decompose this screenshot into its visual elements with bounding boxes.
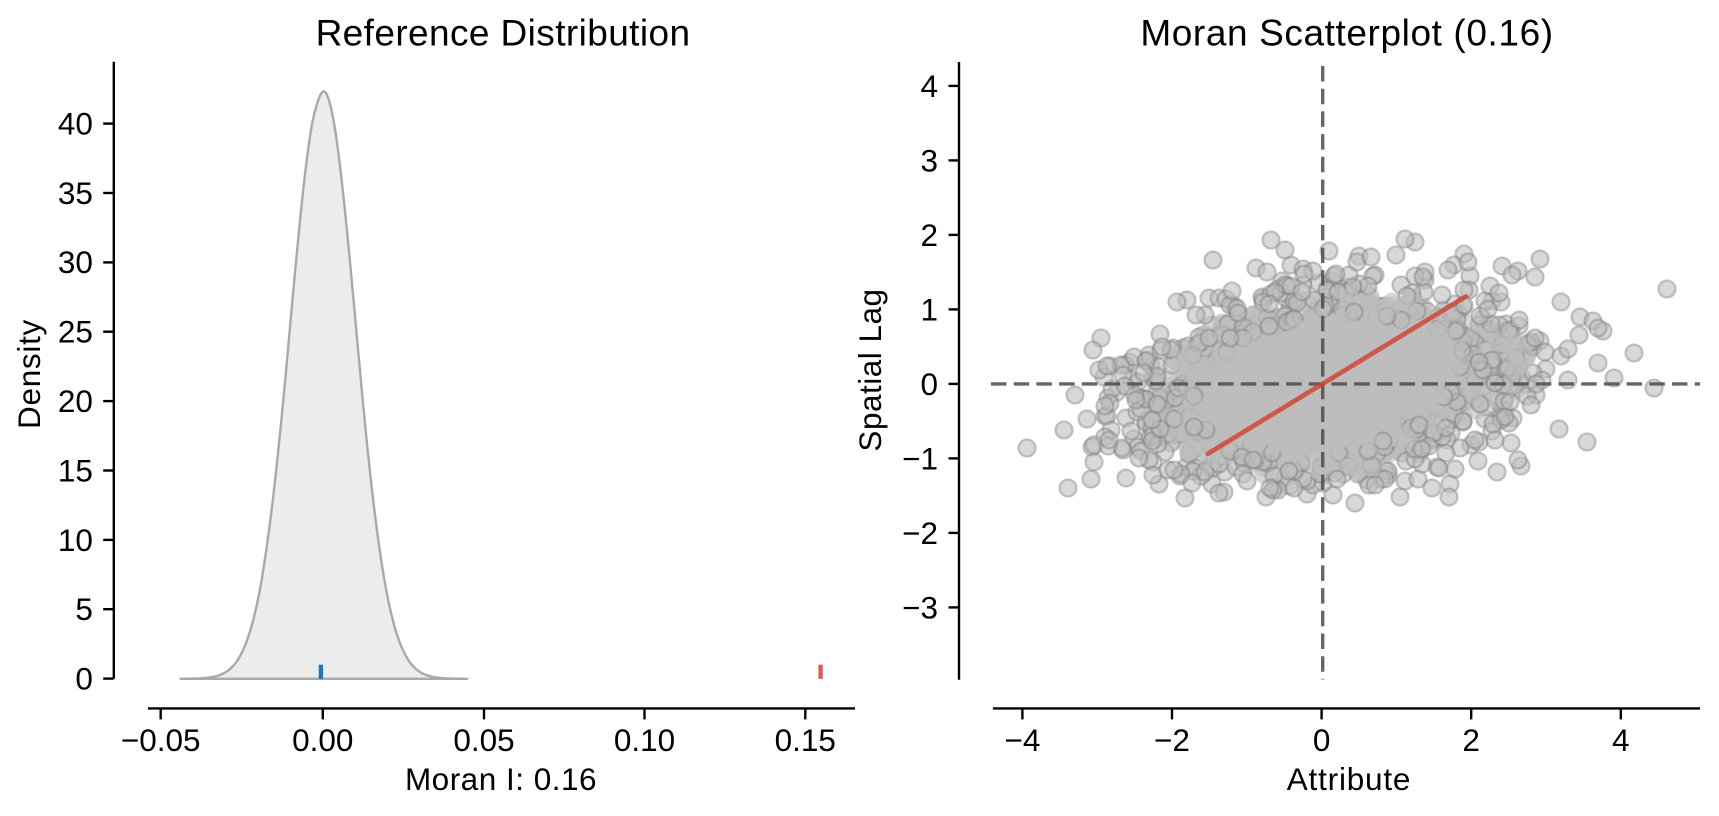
svg-text:30: 30 <box>58 244 93 280</box>
svg-text:0.10: 0.10 <box>614 722 675 758</box>
svg-text:−0.05: −0.05 <box>121 722 201 758</box>
svg-text:−4: −4 <box>1004 722 1040 758</box>
svg-text:−1: −1 <box>902 440 938 476</box>
svg-text:20: 20 <box>58 383 93 419</box>
svg-text:Reference Distribution: Reference Distribution <box>316 13 691 54</box>
svg-text:4: 4 <box>1612 722 1630 758</box>
svg-text:35: 35 <box>58 175 93 211</box>
svg-text:0: 0 <box>920 366 938 402</box>
svg-text:Moran Scatterplot (0.16): Moran Scatterplot (0.16) <box>1140 13 1553 54</box>
svg-text:1: 1 <box>920 291 938 327</box>
svg-text:−2: −2 <box>1154 722 1190 758</box>
svg-text:0.15: 0.15 <box>775 722 836 758</box>
svg-text:0: 0 <box>1313 722 1331 758</box>
svg-text:Spatial Lag: Spatial Lag <box>852 288 888 451</box>
svg-text:0.05: 0.05 <box>453 722 514 758</box>
svg-text:−3: −3 <box>902 589 938 625</box>
svg-text:Attribute: Attribute <box>1287 761 1412 797</box>
svg-text:2: 2 <box>1462 722 1480 758</box>
svg-text:0.00: 0.00 <box>292 722 353 758</box>
svg-text:0: 0 <box>75 661 93 697</box>
svg-text:Density: Density <box>11 319 47 429</box>
svg-text:5: 5 <box>75 591 93 627</box>
svg-text:−2: −2 <box>902 515 938 551</box>
svg-text:10: 10 <box>58 522 93 558</box>
svg-text:3: 3 <box>920 142 938 178</box>
svg-text:Moran I: 0.16: Moran I: 0.16 <box>405 761 597 797</box>
svg-text:2: 2 <box>920 217 938 253</box>
svg-text:4: 4 <box>920 68 938 104</box>
svg-text:25: 25 <box>58 314 93 350</box>
svg-text:15: 15 <box>58 452 93 488</box>
svg-text:40: 40 <box>58 106 93 142</box>
